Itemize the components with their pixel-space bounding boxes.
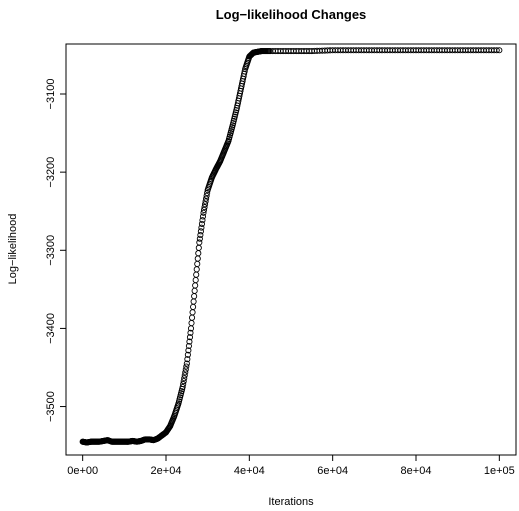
x-tick-label: 0e+00 [67,465,98,477]
data-point [185,342,192,350]
data-point [200,209,207,216]
y-tick-label: −3400 [45,313,57,344]
data-point [181,372,188,379]
data-point [194,255,201,262]
data-point [183,363,190,370]
data-point [190,303,197,310]
data-point [201,204,208,211]
data-point [197,228,204,235]
x-tick-label: 6e+04 [317,465,348,477]
x-tick-label: 8e+04 [401,465,432,477]
data-point [181,375,188,382]
data-point [180,381,187,388]
y-tick-label: −3200 [45,157,57,188]
data-point [194,260,201,268]
data-point [187,329,194,336]
data-point [202,198,209,205]
data-point [493,47,500,54]
data-point [186,334,194,341]
data-point [196,235,203,242]
data-point [193,266,200,273]
data-point [198,224,205,231]
data-point [192,282,199,289]
data-point [203,195,210,202]
data-point [196,239,203,246]
data-point [191,293,198,300]
data-point [188,319,195,327]
y-tick-label: −3300 [45,235,57,266]
data-point [184,356,191,363]
data-point [200,206,208,213]
data-points [79,47,503,446]
data-point [188,314,196,321]
data-point [241,68,248,75]
data-point [179,383,186,391]
data-point [199,213,207,220]
data-point [199,217,206,224]
y-tick-label: −3500 [45,391,57,422]
x-tick-label: 2e+04 [151,465,182,477]
data-point [190,298,197,305]
data-point [195,250,202,257]
data-point [182,369,189,376]
data-point [193,271,200,278]
data-point [191,287,198,294]
data-point [204,189,211,196]
x-axis: 0e+00 2e+04 4e+04 6e+04 8e+04 1e+05 [67,455,515,477]
data-point [185,347,192,354]
data-point [183,360,190,367]
data-point [197,231,204,239]
data-point [189,309,196,316]
data-point [195,244,202,251]
data-point [180,378,187,385]
x-tick-label: 4e+04 [234,465,265,477]
data-point [182,366,189,373]
chart-title: Log−likelihood Changes [216,7,367,22]
data-point [198,220,205,227]
data-point [186,338,193,345]
y-axis-label: Log−likelihood [7,214,19,285]
data-point [202,201,209,208]
data-point [184,351,191,358]
data-point [203,192,210,199]
data-point [192,277,199,284]
y-axis: −3500 −3400 −3300 −3200 −3100 [45,79,66,422]
x-tick-label: 1e+05 [484,465,515,477]
data-point [496,47,503,54]
y-tick-label: −3100 [45,79,57,110]
x-axis-label: Iterations [268,496,314,508]
plot-frame [65,43,517,456]
